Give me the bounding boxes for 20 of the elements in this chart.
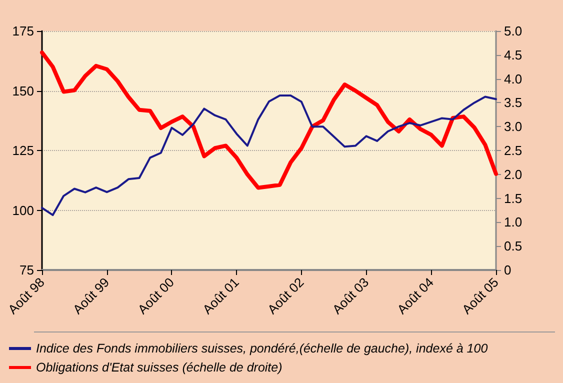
y2-tick-label: 0.5 [504, 238, 522, 254]
y2-tick-label: 4.0 [504, 71, 522, 86]
y2-tick-label: 1.0 [504, 214, 522, 230]
y-tick-label: 100 [12, 202, 34, 218]
line-series [41, 94, 497, 216]
y-tick-label: 75 [20, 262, 34, 278]
legend-label: Indice des Fonds immobiliers suisses, pondéré,(échelle de gauche), indexé à 100 [36, 342, 488, 356]
y2-tick-label: 5.0 [504, 24, 522, 38]
y2-tick-label: 4.5 [504, 47, 522, 62]
line-series [40, 50, 498, 190]
y-tick-label: 150 [12, 83, 34, 98]
y2-tick-label: 3.5 [504, 95, 522, 110]
y-tick-label: 175 [12, 24, 34, 38]
y2-tick-label: 3.0 [504, 119, 522, 134]
y2-tick-label: 2.0 [504, 166, 522, 182]
y2-tick-label: 2.5 [504, 143, 522, 158]
y-tick-label: 125 [12, 143, 34, 158]
legend-label: Obligations d'Etat suisses (échelle de droite) [36, 360, 282, 374]
y2-tick-label: 1.5 [504, 190, 522, 206]
y2-tick-label: 0 [504, 262, 512, 278]
